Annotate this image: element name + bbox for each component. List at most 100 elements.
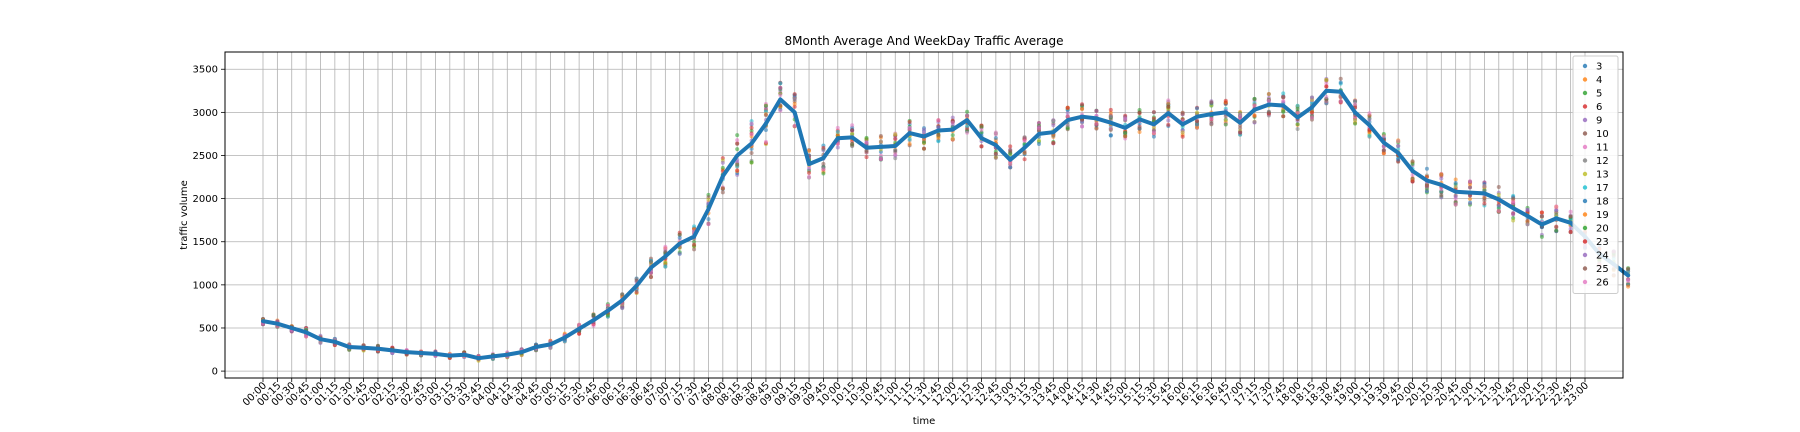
legend-marker-26: [1582, 279, 1588, 285]
scatter-point-26: [577, 322, 582, 327]
scatter-point-24: [1022, 135, 1027, 140]
scatter-point-4: [1108, 110, 1113, 115]
scatter-point-10: [1238, 126, 1243, 131]
scatter-point-25: [1496, 185, 1501, 190]
scatter-point-18: [763, 128, 768, 133]
scatter-point-23: [1324, 84, 1329, 89]
scatter-point-23: [893, 137, 898, 142]
legend-marker-5: [1582, 90, 1588, 96]
scatter-point-23: [850, 128, 855, 133]
scatter-point-5: [749, 128, 754, 133]
scatter-point-12: [878, 139, 883, 144]
scatter-point-25: [1482, 196, 1487, 201]
legend-marker-19: [1582, 212, 1588, 217]
scatter-point-19: [936, 136, 941, 141]
scatter-point-26: [1453, 202, 1458, 207]
scatter-point-26: [1252, 103, 1257, 108]
scatter-point-26: [807, 174, 812, 179]
scatter-point-24: [965, 113, 970, 118]
scatter-point-20: [735, 147, 740, 152]
scatter-point-20: [1554, 228, 1559, 233]
scatter-point-25: [1180, 110, 1185, 115]
scatter-point-26: [835, 142, 840, 147]
scatter-point-25: [1051, 141, 1056, 146]
y-tick-label: 1500: [193, 237, 218, 248]
scatter-point-25: [648, 259, 653, 264]
scatter-point-26: [706, 222, 711, 227]
scatter-point-25: [591, 313, 596, 318]
scatter-point-5: [720, 165, 725, 170]
scatter-point-25: [1381, 148, 1386, 153]
scatter-point-25: [1008, 149, 1013, 154]
scatter-point-5: [965, 109, 970, 114]
scatter-point-23: [1166, 104, 1171, 109]
legend-label-13: 13: [1596, 170, 1609, 181]
scatter-point-18: [1396, 157, 1401, 162]
scatter-point-26: [763, 139, 768, 144]
scatter-point-23: [1238, 130, 1243, 135]
scatter-point-17: [835, 129, 840, 134]
legend-label-23: 23: [1596, 237, 1609, 248]
scatter-point-20: [1065, 126, 1070, 131]
chart-title: 8Month Average And WeekDay Traffic Avera…: [785, 34, 1064, 48]
legend-label-24: 24: [1596, 251, 1609, 262]
scatter-point-23: [907, 119, 912, 124]
scatter-point-24: [1195, 122, 1200, 127]
scatter-point-24: [922, 127, 926, 132]
scatter-point-13: [893, 132, 898, 137]
scatter-point-11: [878, 153, 883, 158]
scatter-point-26: [821, 167, 826, 172]
scatter-point-6: [1180, 134, 1185, 139]
scatter-point-24: [1396, 144, 1401, 149]
scatter-point-26: [749, 121, 754, 126]
scatter-point-25: [620, 292, 625, 297]
scatter-point-18: [1151, 134, 1156, 139]
scatter-point-6: [922, 146, 926, 151]
scatter-point-24: [1166, 118, 1171, 123]
scatter-point-23: [1008, 144, 1013, 149]
scatter-point-18: [677, 235, 682, 240]
scatter-point-26: [979, 127, 984, 132]
scatter-point-26: [792, 123, 797, 128]
legend-marker-13: [1582, 171, 1588, 177]
scatter-point-4: [1468, 196, 1473, 201]
scatter-point-17: [692, 224, 697, 229]
scatter-point-26: [1209, 116, 1214, 121]
legend-marker-3: [1582, 63, 1588, 69]
scatter-point-20: [1223, 122, 1228, 127]
scatter-point-26: [1166, 98, 1171, 103]
scatter-point-25: [1511, 196, 1516, 201]
average-line: [261, 88, 1631, 361]
scatter-point-20: [749, 160, 754, 165]
scatter-point-24: [1252, 120, 1257, 125]
scatter-point-23: [1223, 98, 1228, 103]
scatter-point-3: [1424, 166, 1429, 171]
scatter-point-24: [1367, 117, 1372, 122]
scatter-point-26: [1338, 99, 1343, 104]
scatter-point-13: [1180, 130, 1185, 135]
legend-marker-4: [1582, 77, 1588, 82]
scatter-point-23: [979, 144, 984, 149]
scatter-point-17: [778, 81, 783, 86]
scatter-point-5: [1295, 122, 1300, 127]
scatter-point-19: [1266, 92, 1271, 97]
scatter-point-3: [706, 217, 711, 222]
scatter-point-26: [1439, 187, 1444, 192]
scatter-point-26: [1381, 134, 1386, 139]
scatter-point-13: [1223, 118, 1228, 123]
scatter-point-23: [1108, 107, 1113, 112]
scatter-point-25: [1525, 218, 1530, 223]
scatter-point-19: [1626, 284, 1631, 289]
legend-marker-24: [1582, 252, 1588, 258]
scatter-point-23: [735, 168, 740, 173]
scatter-point-12: [1065, 122, 1070, 127]
legend-label-9: 9: [1596, 116, 1602, 127]
scatter-point-24: [677, 251, 682, 256]
scatter-point-11: [1324, 81, 1329, 86]
scatter-point-23: [1410, 179, 1415, 184]
scatter-point-20: [864, 135, 869, 140]
scatter-point-23: [1151, 110, 1156, 115]
scatter-point-19: [792, 101, 797, 106]
